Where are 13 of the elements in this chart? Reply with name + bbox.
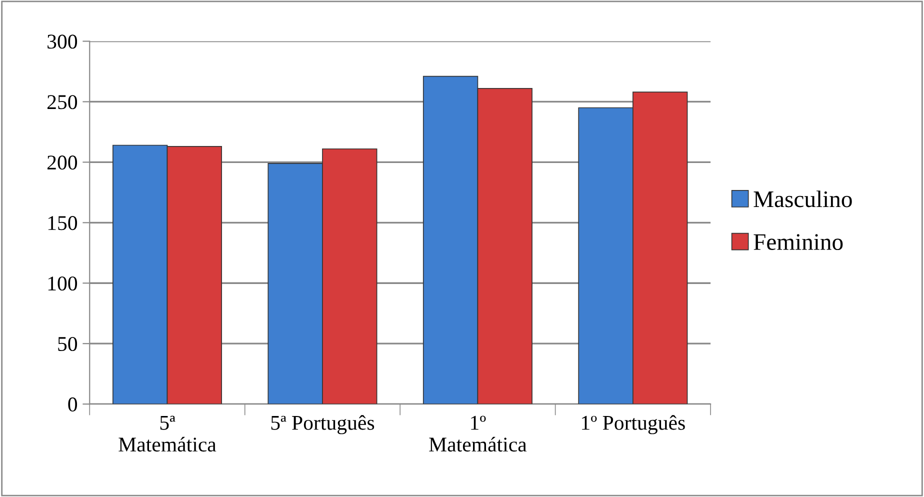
legend-label: Feminino: [754, 234, 843, 250]
legend-label: Masculino: [754, 190, 852, 208]
y-tick-label: 250: [47, 95, 78, 110]
y-tick-label: 0: [68, 397, 78, 412]
x-tick-label: 1º Matemática: [429, 416, 527, 452]
y-tick-label: 200: [47, 156, 78, 170]
x-tick-label: 1º Português: [582, 415, 685, 434]
y-tick-label: 50: [58, 336, 78, 352]
x-tick-label: 5ª Português: [271, 415, 374, 434]
y-tick-label: 300: [48, 34, 78, 49]
x-tick-label: 5ª Matemática: [118, 416, 216, 452]
y-tick-label: 150: [48, 216, 78, 230]
y-tick-label: 100: [48, 276, 78, 291]
